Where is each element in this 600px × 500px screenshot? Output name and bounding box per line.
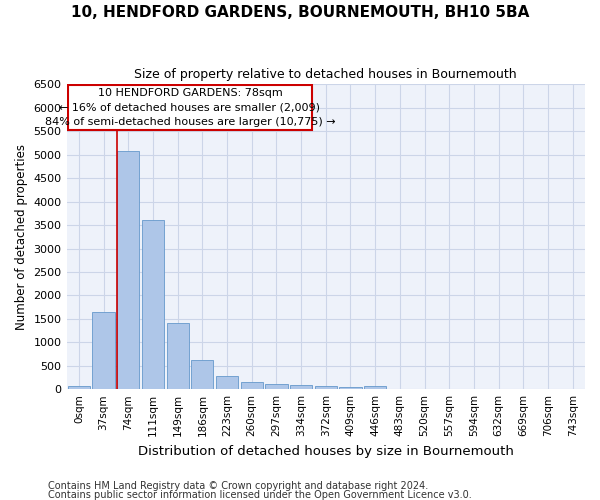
Text: Contains HM Land Registry data © Crown copyright and database right 2024.: Contains HM Land Registry data © Crown c… [48, 481, 428, 491]
Title: Size of property relative to detached houses in Bournemouth: Size of property relative to detached ho… [134, 68, 517, 80]
Bar [142, 220, 164, 389]
Bar [314, 386, 337, 389]
Bar [364, 386, 386, 389]
Text: 10 HENDFORD GARDENS: 78sqm: 10 HENDFORD GARDENS: 78sqm [98, 88, 283, 99]
Text: 84% of semi-detached houses are larger (10,775) →: 84% of semi-detached houses are larger (… [44, 117, 335, 127]
Bar [68, 386, 90, 389]
Bar [265, 384, 287, 389]
Text: Contains public sector information licensed under the Open Government Licence v3: Contains public sector information licen… [48, 490, 472, 500]
Bar [117, 152, 139, 389]
Bar [68, 86, 312, 130]
Bar [92, 312, 115, 389]
X-axis label: Distribution of detached houses by size in Bournemouth: Distribution of detached houses by size … [138, 444, 514, 458]
Bar [340, 386, 362, 389]
Text: ← 16% of detached houses are smaller (2,009): ← 16% of detached houses are smaller (2,… [59, 102, 320, 113]
Y-axis label: Number of detached properties: Number of detached properties [15, 144, 28, 330]
Text: 10, HENDFORD GARDENS, BOURNEMOUTH, BH10 5BA: 10, HENDFORD GARDENS, BOURNEMOUTH, BH10 … [71, 5, 529, 20]
Bar [191, 360, 214, 389]
Bar [290, 385, 312, 389]
Bar [216, 376, 238, 389]
Bar [241, 382, 263, 389]
Bar [167, 322, 189, 389]
